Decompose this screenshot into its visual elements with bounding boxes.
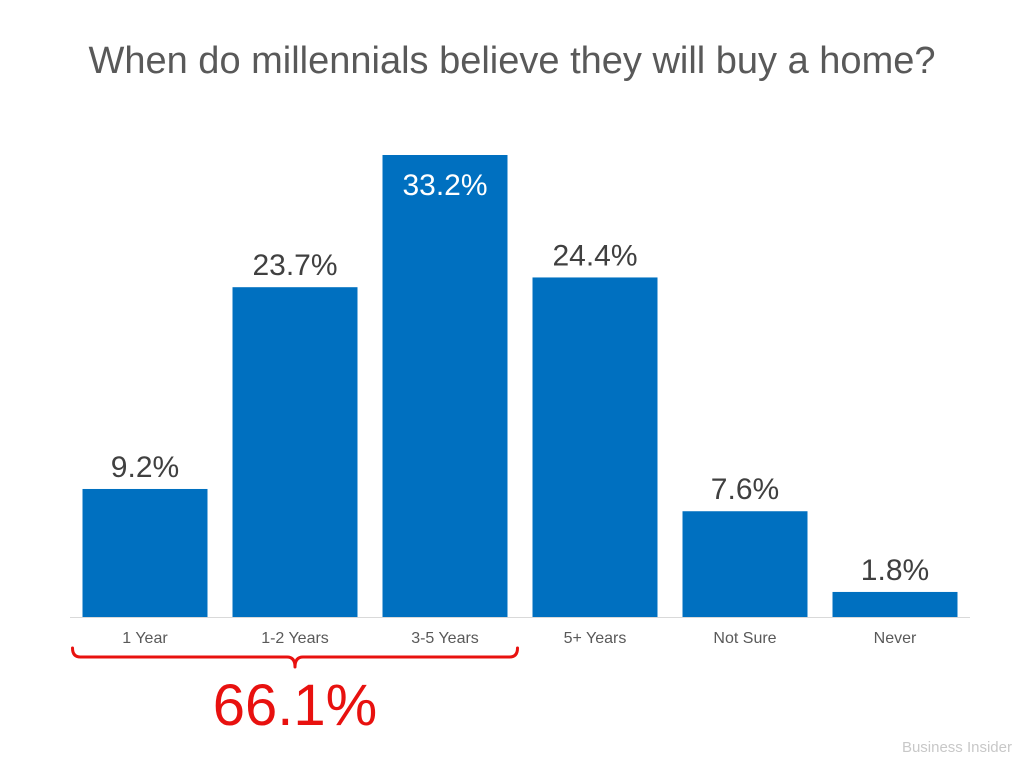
bar <box>532 277 658 617</box>
x-tick-label: 3-5 Years <box>411 630 479 647</box>
bar <box>382 155 508 617</box>
data-label: 1.8% <box>861 554 929 587</box>
x-tick-label: 1-2 Years <box>261 630 329 647</box>
annotation-total-label: 66.1% <box>213 673 377 738</box>
x-tick-label: Not Sure <box>713 630 776 647</box>
bar <box>82 488 208 617</box>
x-tick-label: Never <box>874 630 917 647</box>
data-label: 23.7% <box>252 249 337 282</box>
bar <box>232 287 358 617</box>
bar <box>682 511 808 617</box>
chart-title: When do millennials believe they will bu… <box>88 40 936 82</box>
data-label: 9.2% <box>111 451 179 484</box>
data-label: 24.4% <box>552 239 637 272</box>
data-label: 33.2% <box>402 169 487 202</box>
x-tick-label: 1 Year <box>122 630 168 647</box>
bar <box>832 591 958 617</box>
bracket-annotation <box>71 646 519 669</box>
x-tick-label: 5+ Years <box>564 630 627 647</box>
source-credit: Business Insider <box>901 739 1012 756</box>
data-label: 7.6% <box>711 473 779 506</box>
